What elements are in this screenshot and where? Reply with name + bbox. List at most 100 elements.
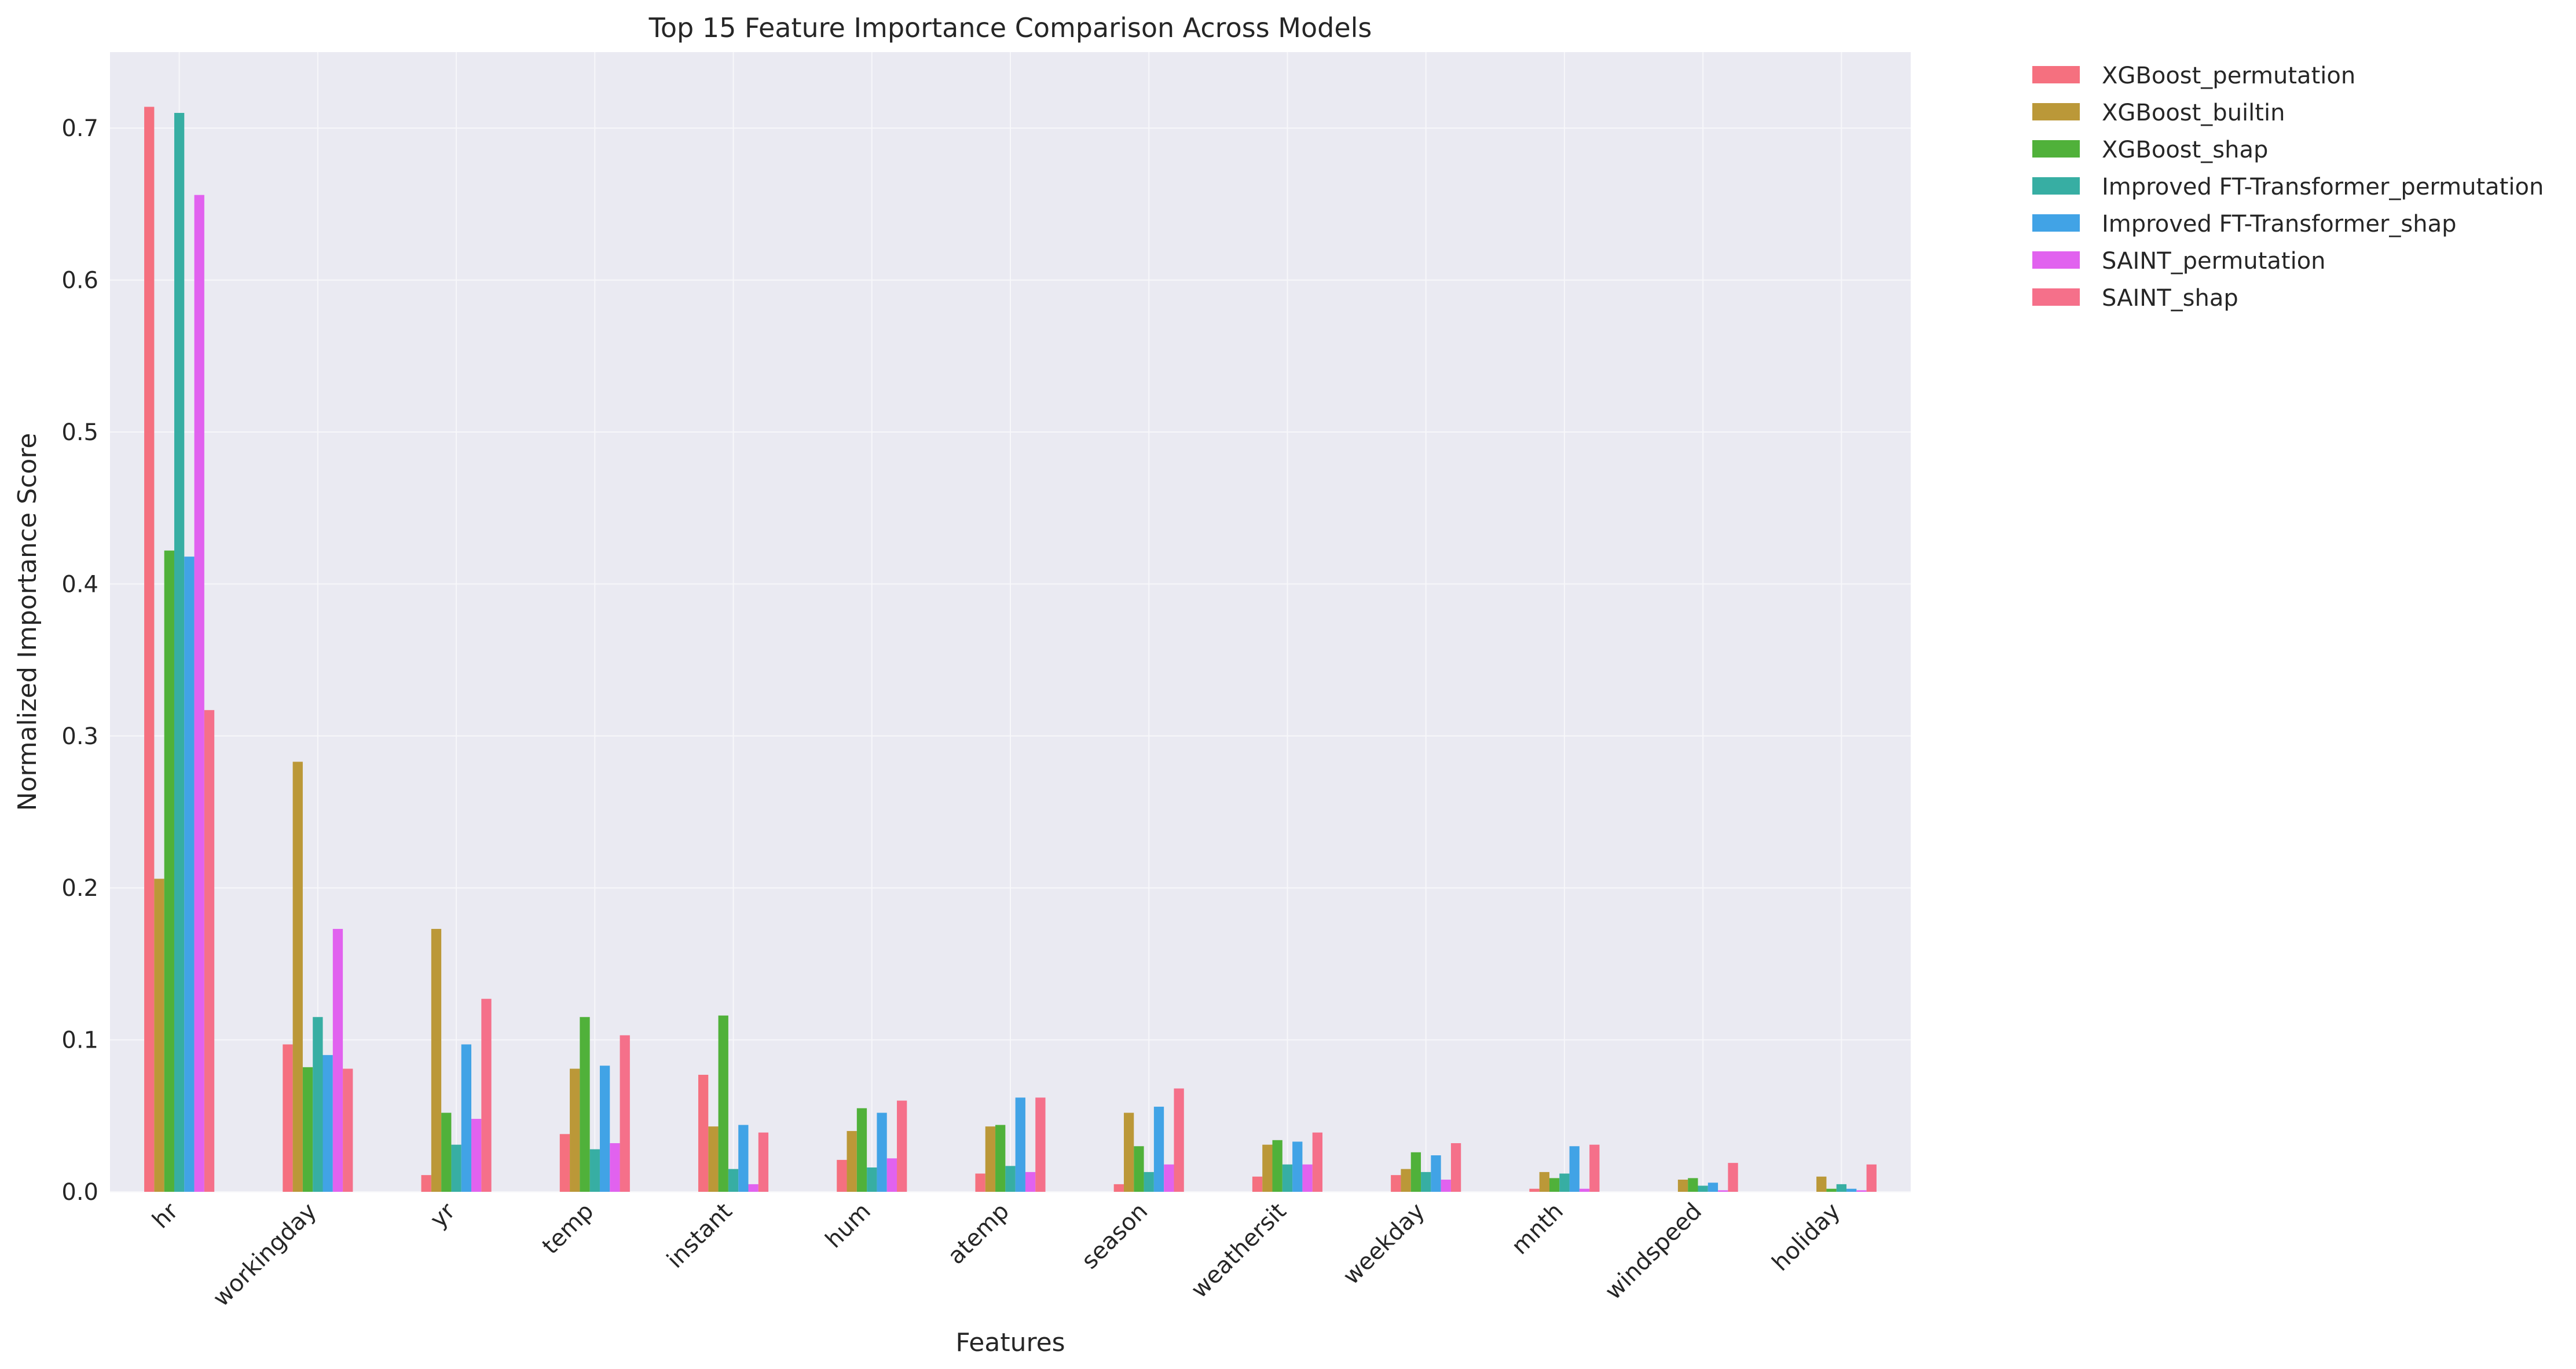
legend-swatch: [2032, 214, 2080, 232]
bar: [164, 550, 174, 1192]
bar: [144, 107, 155, 1192]
bar: [867, 1167, 877, 1192]
bar: [599, 1066, 610, 1192]
bar: [1431, 1155, 1441, 1192]
x-tick-label: workingday: [208, 1198, 322, 1312]
bar: [1698, 1185, 1708, 1192]
bar: [1025, 1172, 1036, 1192]
y-tick-label: 0.1: [61, 1027, 98, 1054]
y-tick-label: 0.2: [61, 875, 98, 902]
bar: [1539, 1172, 1549, 1192]
bar: [837, 1159, 847, 1192]
legend-label: XGBoost_shap: [2102, 137, 2268, 163]
x-tick-label: yr: [425, 1198, 460, 1233]
y-tick-label: 0.7: [61, 115, 98, 142]
bar: [1836, 1184, 1847, 1192]
legend-swatch: [2032, 177, 2080, 195]
bar: [718, 1015, 728, 1192]
x-tick-label: weekday: [1338, 1198, 1430, 1290]
y-tick-label: 0.5: [61, 419, 98, 446]
x-tick-label: temp: [537, 1198, 599, 1260]
legend-swatch: [2032, 251, 2080, 269]
bar: [332, 929, 343, 1192]
bar: [1569, 1146, 1580, 1192]
bar: [1718, 1190, 1728, 1192]
y-tick-label: 0.3: [61, 723, 98, 750]
bar: [1164, 1164, 1174, 1192]
bar: [1866, 1164, 1877, 1192]
bar: [292, 762, 303, 1192]
bar: [481, 998, 492, 1192]
legend-swatch: [2032, 288, 2080, 306]
legend-label: Improved FT-Transformer_permutation: [2102, 174, 2544, 200]
x-tick-label: mnth: [1507, 1198, 1569, 1260]
bar: [559, 1134, 570, 1192]
legend-swatch: [2032, 66, 2080, 83]
bar: [421, 1175, 431, 1192]
bar: [323, 1055, 333, 1192]
legend-label: XGBoost_permutation: [2102, 63, 2355, 89]
bar: [451, 1144, 461, 1192]
bar: [1816, 1176, 1827, 1192]
x-tick-label: hr: [148, 1198, 184, 1233]
bar: [1688, 1178, 1698, 1192]
y-tick-label: 0.4: [61, 571, 98, 598]
bar: [1441, 1180, 1451, 1192]
bar: [1410, 1152, 1421, 1192]
x-tick-label: instant: [662, 1198, 737, 1273]
x-tick-label: windspeed: [1600, 1198, 1707, 1305]
bars: [144, 107, 1877, 1192]
bar: [1282, 1164, 1293, 1192]
bar: [313, 1017, 323, 1192]
bar: [154, 878, 164, 1192]
bar: [1559, 1173, 1570, 1192]
bar: [1262, 1144, 1273, 1192]
bar: [847, 1131, 857, 1192]
legend-swatch: [2032, 140, 2080, 158]
bar: [1144, 1172, 1154, 1192]
bar: [1134, 1146, 1144, 1192]
bar: [441, 1112, 452, 1192]
bar: [194, 195, 204, 1192]
bar: [975, 1173, 985, 1192]
bar: [610, 1143, 620, 1192]
x-tick-label: hum: [820, 1198, 876, 1254]
bar: [1113, 1184, 1124, 1192]
bar: [1826, 1188, 1837, 1192]
bar: [589, 1149, 600, 1192]
y-tick-label: 0.0: [61, 1179, 98, 1206]
bar: [204, 710, 215, 1192]
bar: [1272, 1140, 1282, 1192]
bar: [1421, 1172, 1431, 1192]
bar: [758, 1132, 769, 1192]
bar: [1529, 1188, 1540, 1192]
legend-label: SAINT_permutation: [2102, 248, 2326, 274]
bar: [1005, 1166, 1016, 1192]
bar: [897, 1100, 907, 1192]
bar: [283, 1044, 293, 1192]
legend-swatch: [2032, 103, 2080, 120]
legend-label: SAINT_shap: [2102, 285, 2238, 312]
bar: [1015, 1097, 1025, 1192]
bar: [985, 1126, 996, 1192]
y-axis-label: Normalized Importance Score: [13, 433, 42, 811]
legend: XGBoost_permutation XGBoost_builtin XGBoos…: [2032, 63, 2544, 312]
bar: [1846, 1188, 1857, 1192]
bar: [1549, 1178, 1560, 1192]
bar: [174, 112, 185, 1192]
bar: [620, 1035, 630, 1192]
bar: [1123, 1112, 1134, 1192]
bar: [1153, 1107, 1164, 1192]
bar: [1450, 1143, 1461, 1192]
bar: [738, 1125, 749, 1192]
bar: [1252, 1176, 1263, 1192]
bar: [886, 1158, 897, 1192]
legend-label: XGBoost_builtin: [2102, 100, 2285, 126]
y-tick-label: 0.6: [61, 268, 98, 294]
bar: [995, 1125, 1006, 1192]
bar: [1589, 1144, 1600, 1192]
bar: [1677, 1180, 1688, 1192]
bar: [877, 1112, 887, 1192]
x-tick-label: holiday: [1767, 1198, 1845, 1276]
